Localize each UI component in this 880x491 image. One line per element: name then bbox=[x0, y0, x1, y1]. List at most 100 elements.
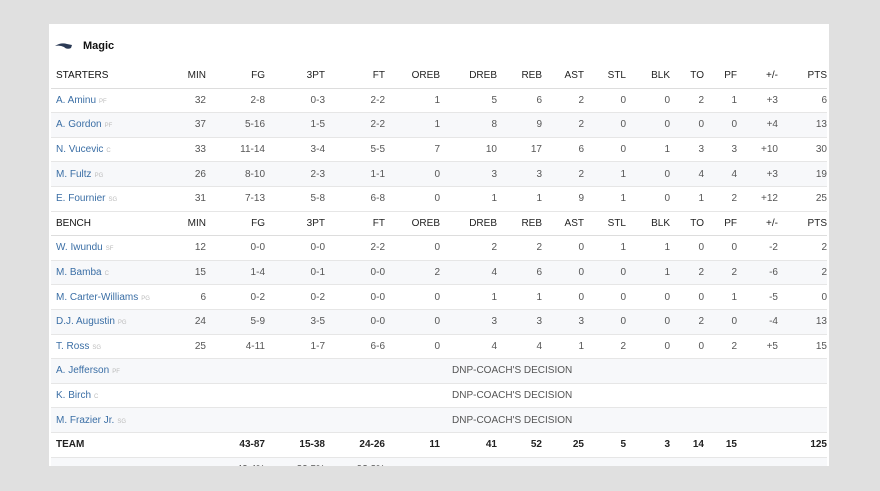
player-name-link[interactable]: M. Frazier Jr. bbox=[56, 414, 115, 426]
stat-cell: 0-2 bbox=[206, 284, 265, 310]
player-row: M. Carter-Williams PG 6 0-2 0-2 0-0 0 1 1 0 0 0 0 1 -5… bbox=[51, 284, 827, 310]
player-name-link[interactable]: N. Vucevic bbox=[56, 144, 104, 156]
player-row: A. Aminu PF 32 2-8 0-3 2-2 1 5 6 2 0 0 2 1 +3 6 bbox=[51, 88, 827, 114]
stat-cell: 0 bbox=[704, 309, 737, 335]
column-header[interactable]: PTS bbox=[778, 210, 827, 237]
stat-cell: 1 bbox=[542, 334, 584, 360]
column-header[interactable]: REB bbox=[497, 64, 542, 89]
team-header: Magic bbox=[49, 24, 829, 64]
player-position: PG bbox=[117, 320, 127, 327]
pct-cell: 92.3% bbox=[325, 457, 385, 466]
column-header[interactable]: AST bbox=[542, 210, 584, 237]
stat-cell: -2 bbox=[737, 235, 778, 261]
player-name-link[interactable]: K. Birch bbox=[56, 390, 92, 402]
stat-cell: 0 bbox=[704, 112, 737, 138]
stat-cell: 1 bbox=[440, 284, 497, 310]
stat-cell: 10 bbox=[440, 137, 497, 163]
column-header[interactable]: FG bbox=[206, 64, 265, 89]
player-name-link[interactable]: A. Aminu bbox=[56, 94, 97, 106]
column-header[interactable]: 3PT bbox=[265, 64, 325, 89]
stat-cell: 0 bbox=[670, 235, 704, 261]
column-header[interactable]: BLK bbox=[626, 64, 670, 89]
column-header[interactable]: FT bbox=[325, 210, 385, 237]
stat-cell: 0 bbox=[626, 186, 670, 212]
stat-cell: 3 bbox=[670, 137, 704, 163]
pct-cell bbox=[778, 457, 827, 466]
player-name-link[interactable]: M. Bamba bbox=[56, 267, 102, 279]
pct-cell: 39.5% bbox=[265, 457, 325, 466]
stat-cell: +3 bbox=[737, 161, 778, 187]
stat-cell: 2-3 bbox=[265, 161, 325, 187]
stat-cell: 13 bbox=[778, 309, 827, 335]
column-header[interactable]: PTS bbox=[778, 64, 827, 89]
total-cell bbox=[171, 432, 206, 458]
stat-cell: 2-2 bbox=[325, 88, 385, 114]
player-name-link[interactable]: M. Fultz bbox=[56, 168, 92, 180]
player-name-link[interactable]: E. Fournier bbox=[56, 193, 106, 205]
column-header[interactable]: DREB bbox=[440, 210, 497, 237]
player-name-link[interactable]: M. Carter-Williams bbox=[56, 291, 139, 303]
stat-cell: 6-6 bbox=[325, 334, 385, 360]
stat-cell: 0 bbox=[542, 235, 584, 261]
stat-cell: 6 bbox=[171, 284, 206, 310]
column-header[interactable]: TO bbox=[670, 210, 704, 237]
stat-cell: 4-11 bbox=[206, 334, 265, 360]
player-name-link[interactable]: W. Iwundu bbox=[56, 242, 103, 254]
total-cell: 52 bbox=[497, 432, 542, 458]
total-cell: 5 bbox=[584, 432, 626, 458]
column-header[interactable]: STL bbox=[584, 210, 626, 237]
stat-cell: 3 bbox=[542, 309, 584, 335]
stat-cell: 3 bbox=[440, 309, 497, 335]
column-header[interactable]: PF bbox=[704, 64, 737, 89]
player-name-link[interactable]: D.J. Augustin bbox=[56, 316, 115, 328]
stat-cell: 15 bbox=[778, 334, 827, 360]
column-header[interactable]: PF bbox=[704, 210, 737, 237]
player-position: SG bbox=[117, 418, 127, 425]
player-row: T. Ross SG 25 4-11 1-7 6-6 0 4 4 1 2 0 0 2 +5 15 bbox=[51, 334, 827, 360]
pct-cell bbox=[670, 457, 704, 466]
stat-cell: 3 bbox=[440, 161, 497, 187]
column-header[interactable]: TO bbox=[670, 64, 704, 89]
dnp-row: K. Birch C DNP-COACH'S DECISION bbox=[51, 383, 827, 409]
stat-cell: 0 bbox=[584, 309, 626, 335]
stat-cell: 2 bbox=[670, 309, 704, 335]
player-position: C bbox=[104, 271, 109, 278]
player-row: A. Gordon PF 37 5-16 1-5 2-2 1 8 9 2 0 0 0 0 +4 13 bbox=[51, 112, 827, 138]
stat-cell: 2 bbox=[670, 260, 704, 286]
stat-cell: 2 bbox=[704, 186, 737, 212]
column-header[interactable]: MIN bbox=[171, 210, 206, 237]
column-header[interactable]: 3PT bbox=[265, 210, 325, 237]
column-header[interactable]: OREB bbox=[385, 210, 440, 237]
stat-cell: 24 bbox=[171, 309, 206, 335]
stat-cell: 30 bbox=[778, 137, 827, 163]
stat-cell: 12 bbox=[171, 235, 206, 261]
player-position: PF bbox=[112, 369, 120, 376]
column-header[interactable]: +/- bbox=[737, 64, 778, 89]
stat-cell: 1 bbox=[497, 284, 542, 310]
column-header[interactable]: MIN bbox=[171, 64, 206, 89]
stat-cell: 0 bbox=[670, 334, 704, 360]
column-header[interactable]: REB bbox=[497, 210, 542, 237]
pct-cell bbox=[737, 457, 778, 466]
dnp-row: M. Frazier Jr. SG DNP-COACH'S DECISION bbox=[51, 407, 827, 433]
stat-cell: 1-1 bbox=[325, 161, 385, 187]
player-name-link[interactable]: T. Ross bbox=[56, 340, 90, 352]
column-header[interactable]: DREB bbox=[440, 64, 497, 89]
column-header[interactable]: OREB bbox=[385, 64, 440, 89]
player-position: C bbox=[106, 148, 111, 155]
player-name-link[interactable]: A. Jefferson bbox=[56, 365, 110, 377]
stat-cell: 1 bbox=[385, 88, 440, 114]
stat-cell: 8 bbox=[440, 112, 497, 138]
column-header[interactable]: FT bbox=[325, 64, 385, 89]
column-header[interactable]: +/- bbox=[737, 210, 778, 237]
stat-cell: 1 bbox=[385, 112, 440, 138]
column-header[interactable]: AST bbox=[542, 64, 584, 89]
column-header[interactable]: STL bbox=[584, 64, 626, 89]
player-row: W. Iwundu SF 12 0-0 0-0 2-2 0 2 2 0 1 1 0 0 -2 2 bbox=[51, 235, 827, 261]
player-name-link[interactable]: A. Gordon bbox=[56, 119, 102, 131]
stat-cell: 26 bbox=[171, 161, 206, 187]
total-cell: 24-26 bbox=[325, 432, 385, 458]
pct-cell bbox=[704, 457, 737, 466]
column-header[interactable]: BLK bbox=[626, 210, 670, 237]
column-header[interactable]: FG bbox=[206, 210, 265, 237]
